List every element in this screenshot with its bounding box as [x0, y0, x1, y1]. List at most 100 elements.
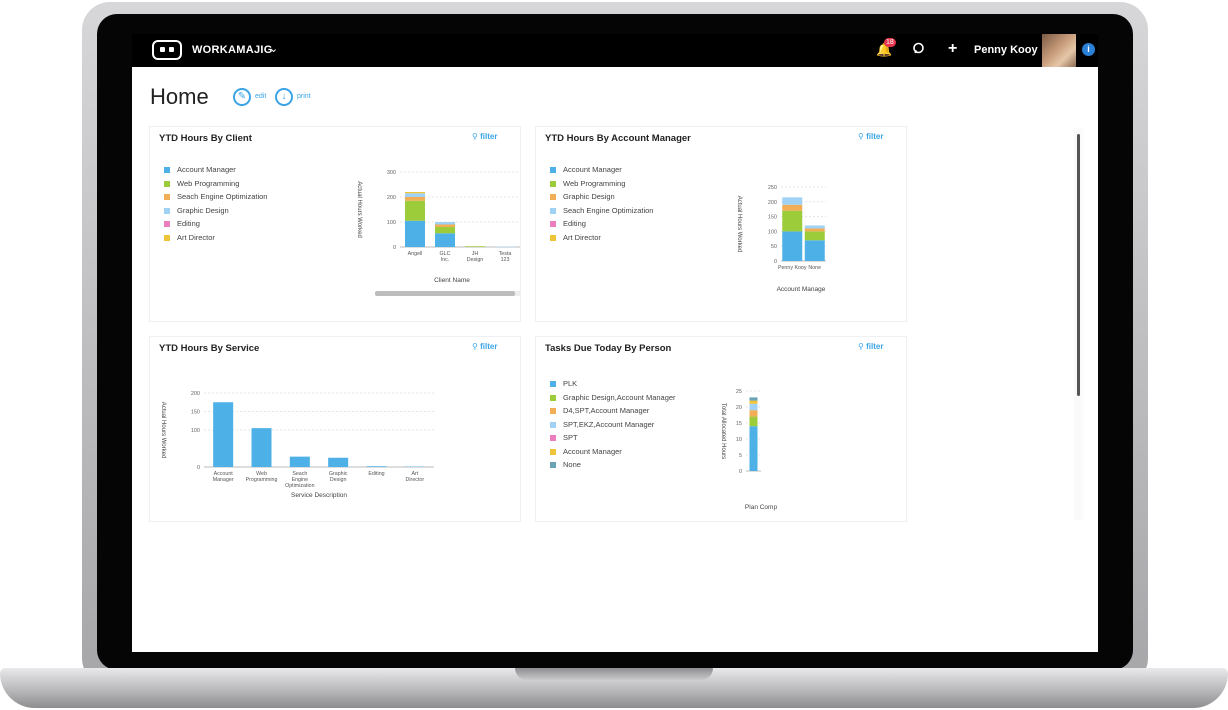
legend-item[interactable]: Art Director [550, 233, 653, 247]
y-axis-label: Actual Hours Worked [160, 402, 166, 459]
legend-item[interactable]: None [550, 460, 676, 474]
bar-segment [405, 197, 425, 201]
y-tick-label: 50 [771, 244, 777, 250]
bar-segment [495, 246, 515, 247]
legend-item[interactable]: Seach Engine Optimization [164, 192, 267, 206]
y-tick-label: 150 [768, 215, 777, 221]
x-tick-label: 123 [501, 257, 510, 263]
print-button[interactable]: ↓ [275, 88, 293, 106]
panel-hours-by-account-manager: YTD Hours By Account Manager ⚲ filter Ac… [535, 126, 907, 322]
bar-segment [782, 197, 803, 205]
x-tick-label: JH [472, 251, 479, 257]
print-label[interactable]: print [297, 93, 311, 100]
x-tick-label: Programming [246, 477, 278, 483]
legend-item[interactable]: Web Programming [164, 179, 267, 193]
x-tick-label: Editing [368, 471, 384, 477]
legend-item[interactable]: Web Programming [550, 179, 653, 193]
filter-button[interactable]: ⚲ filter [858, 132, 884, 141]
bar [213, 402, 234, 467]
chart-legend: Account Manager Web Programming Graphic … [550, 165, 653, 246]
bar-segment [465, 246, 485, 247]
x-axis-label: Client Name [434, 277, 470, 284]
bar-segment [782, 204, 803, 211]
legend-item[interactable]: Graphic Design,Account Manager [550, 393, 676, 407]
workamajig-logo-icon[interactable] [152, 40, 182, 60]
panel-title: YTD Hours By Service [159, 343, 260, 354]
bar-segment [405, 192, 425, 194]
notification-count-badge: 18 [884, 38, 896, 47]
user-avatar[interactable] [1042, 34, 1076, 67]
legend-item[interactable]: Seach Engine Optimization [550, 206, 653, 220]
chart-tasks-due-today: 0 5 10 15 20 25 Total Allocated Hours Plan Comp [720, 389, 778, 511]
chart-hours-by-client: 0 100 200 300 Actual Hours Worked Client Name… [356, 170, 520, 296]
legend-item[interactable]: Editing [164, 219, 267, 233]
bar-segment [405, 193, 425, 197]
y-tick-label: 20 [736, 405, 742, 411]
x-tick-label: Design [330, 477, 347, 483]
y-tick-label: 200 [387, 195, 396, 201]
bar-segment [435, 222, 455, 225]
x-tick-label: Optimization [285, 483, 314, 489]
legend-item[interactable]: Art Director [164, 233, 267, 247]
x-tick-label: Inc. [441, 257, 450, 263]
legend-item[interactable]: Account Manager [550, 447, 676, 461]
bar-segment [405, 200, 425, 221]
panel-title: YTD Hours By Client [159, 133, 252, 144]
legend-item[interactable]: SPT [550, 433, 676, 447]
filter-button[interactable]: ⚲ filter [472, 342, 498, 351]
user-name[interactable]: Penny Kooy [974, 44, 1038, 56]
edit-button[interactable]: ✎ [233, 88, 251, 106]
legend-item[interactable]: D4,SPT,Account Manager [550, 406, 676, 420]
y-tick-label: 0 [774, 259, 777, 265]
bar-segment [749, 403, 758, 411]
chart-legend: Account Manager Web Programming Seach En… [164, 165, 267, 246]
x-axis-label: Plan Comp [745, 504, 778, 511]
info-icon[interactable]: i [1082, 43, 1095, 56]
legend-item[interactable]: Account Manager [550, 165, 653, 179]
x-tick-label: Graphic [329, 471, 348, 477]
x-tick-label: None [808, 265, 821, 271]
bar-segment [435, 233, 455, 247]
panel-title: Tasks Due Today By Person [545, 343, 672, 354]
bar [366, 466, 387, 467]
legend-item[interactable]: Account Manager [164, 165, 267, 179]
x-tick-label: Engine [292, 477, 309, 483]
y-tick-label: 25 [736, 389, 742, 395]
bar [328, 457, 349, 467]
legend-item[interactable]: Graphic Design [550, 192, 653, 206]
x-tick-label: Testa [499, 251, 512, 257]
y-tick-label: 200 [191, 391, 200, 397]
add-new-icon[interactable]: + [948, 40, 958, 57]
bar-segment [749, 397, 758, 401]
scrollbar-thumb[interactable] [1077, 134, 1080, 396]
chart-scrollbar-thumb [375, 291, 515, 296]
chat-icon[interactable] [912, 42, 925, 55]
legend-item[interactable]: Graphic Design [164, 206, 267, 220]
bar-segment [749, 416, 758, 427]
filter-button[interactable]: ⚲ filter [472, 132, 498, 141]
x-axis-label: Account Manage [777, 286, 826, 293]
x-tick-label: Director [406, 477, 425, 483]
bar-segment [435, 224, 455, 227]
y-tick-label: 5 [739, 453, 742, 459]
legend-item[interactable]: SPT,EKZ,Account Manager [550, 420, 676, 434]
y-tick-label: 300 [387, 170, 396, 176]
panel-title: YTD Hours By Account Manager [545, 133, 691, 144]
page-title: Home [150, 84, 209, 109]
legend-item[interactable]: Editing [550, 219, 653, 233]
legend-item[interactable]: PLK [550, 379, 676, 393]
app-switcher-label[interactable]: WORKAMAJIG [192, 44, 273, 56]
bar [289, 456, 310, 467]
edit-label[interactable]: edit [255, 93, 267, 100]
chevron-down-icon[interactable]: ⌄ [269, 43, 279, 55]
y-tick-label: 10 [736, 437, 742, 443]
x-tick-label: Web [256, 471, 267, 477]
bar-segment [749, 426, 758, 471]
x-tick-label: Angell [408, 251, 423, 257]
chart-legend: PLK Graphic Design,Account Manager D4,SP… [550, 379, 676, 474]
bar-segment [749, 400, 758, 404]
filter-button[interactable]: ⚲ filter [858, 342, 884, 351]
laptop-hinge-notch [515, 668, 713, 680]
y-tick-label: 100 [768, 229, 777, 235]
y-tick-label: 0 [393, 245, 396, 251]
